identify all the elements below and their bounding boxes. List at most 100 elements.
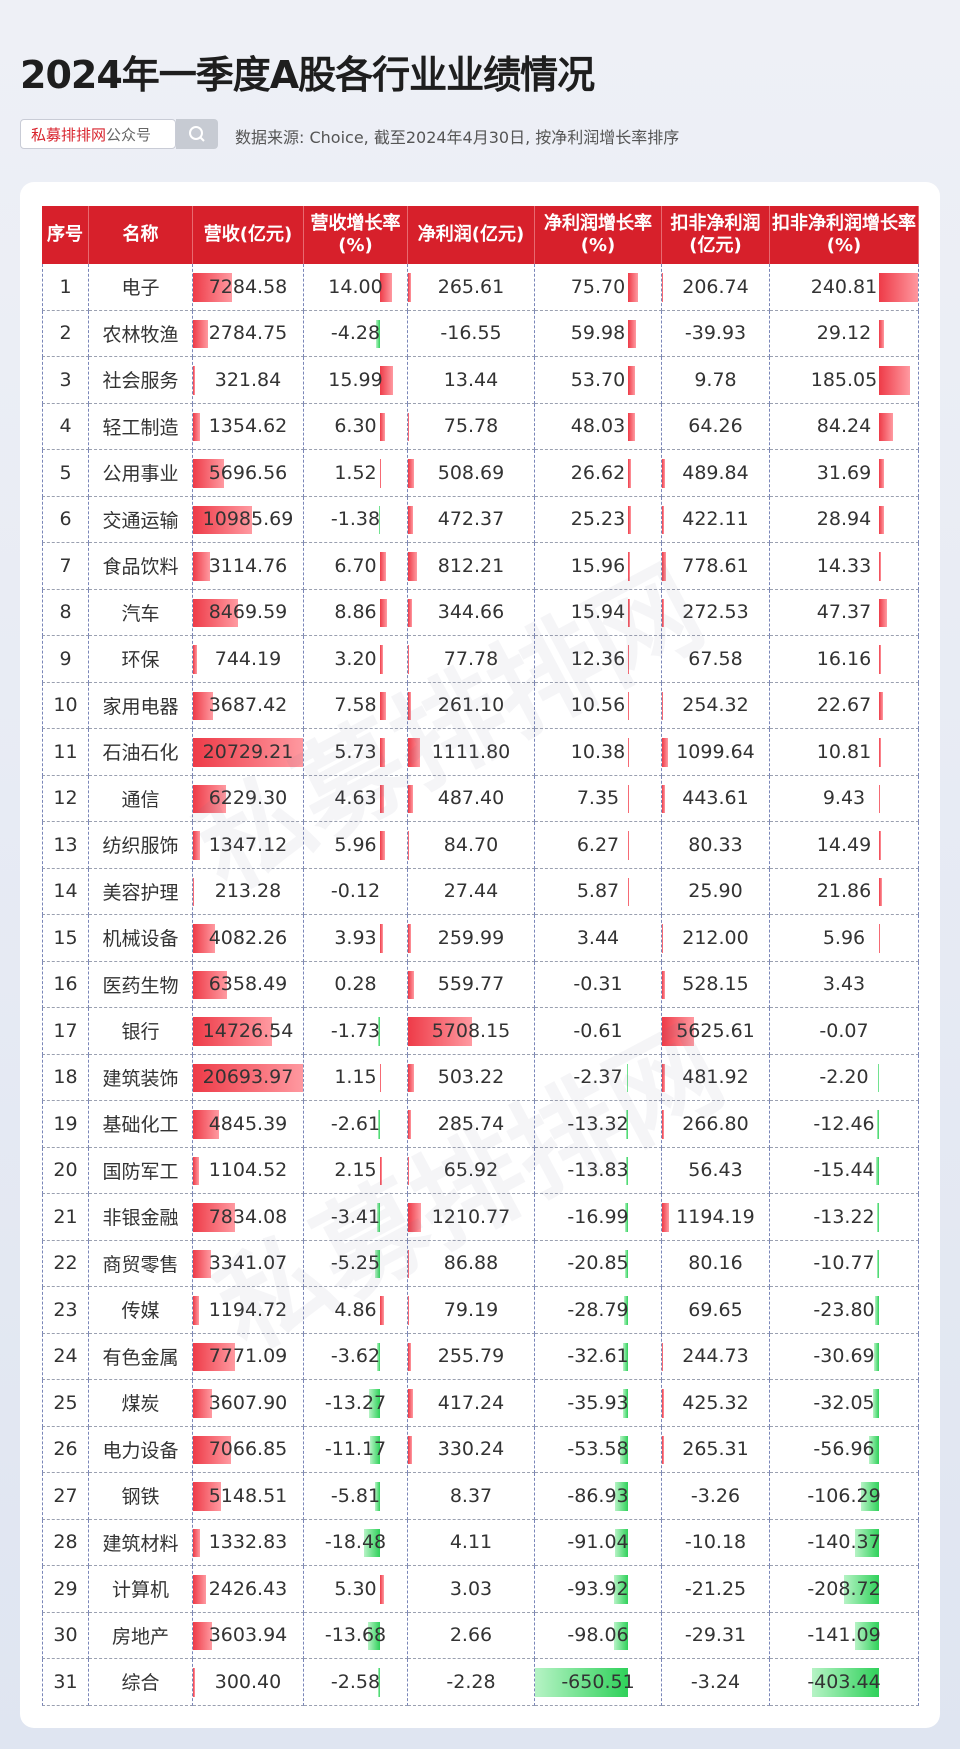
table-cell: 5.87: [535, 868, 662, 915]
cell-text: 30: [53, 1624, 78, 1647]
cell-text: -35.93: [567, 1391, 629, 1414]
table-cell: 48.03: [535, 403, 662, 450]
table-cell: 65.92: [408, 1147, 535, 1194]
table-cell: 纺织服饰: [89, 822, 193, 869]
data-bar: [627, 319, 637, 348]
cell-text: 84.24: [816, 415, 872, 438]
data-bar: [379, 1063, 381, 1092]
cell-text: 20: [53, 1159, 78, 1182]
data-bar: [379, 1296, 384, 1325]
table-cell: 1104.52: [193, 1147, 304, 1194]
data-bar: [855, 1528, 879, 1557]
cell-text: 3.93: [334, 926, 377, 949]
table-cell: 建筑材料: [89, 1519, 193, 1566]
data-bar: [878, 273, 918, 302]
table-cell: 212.00: [662, 915, 770, 962]
cell-text: 汽车: [121, 602, 160, 625]
table-cell: -650.51: [535, 1659, 662, 1706]
data-bar: [878, 877, 883, 906]
cell-text: -2.37: [573, 1066, 623, 1089]
header-text: 营收增长率(%): [310, 213, 401, 256]
table-cell: 2.15: [304, 1147, 408, 1194]
cell-text: 7066.85: [208, 1438, 288, 1461]
data-bar: [408, 691, 411, 720]
cell-text: -16.99: [567, 1205, 629, 1228]
cell-text: 16: [53, 973, 78, 996]
table-cell: 7.35: [535, 775, 662, 822]
data-bar: [662, 459, 665, 488]
cell-text: 建筑材料: [102, 1532, 179, 1555]
data-bar: [662, 691, 664, 720]
cell-text: 65.92: [443, 1159, 499, 1182]
cell-text: -1.73: [330, 1019, 381, 1042]
table-cell: -86.93: [535, 1473, 662, 1520]
table-cell: -2.20: [770, 1054, 919, 1101]
table-cell: 75.78: [408, 403, 535, 450]
table-cell: -3.62: [304, 1333, 408, 1380]
header-text: 名称: [122, 224, 159, 245]
table-cell: -1.38: [304, 496, 408, 543]
table-cell: 261.10: [408, 682, 535, 729]
table-cell: 煤炭: [89, 1380, 193, 1427]
table-cell: -32.05: [770, 1380, 919, 1427]
data-bar: [627, 412, 635, 441]
table-cell: 3.03: [408, 1566, 535, 1613]
data-bar: [408, 273, 411, 302]
data-bar: [408, 738, 421, 767]
header-text: 扣非净利润增长率(%): [772, 213, 916, 256]
cell-text: 3.44: [576, 926, 620, 949]
table-cell: 3.43: [770, 961, 919, 1008]
cell-text: 1.52: [334, 461, 377, 484]
table-cell: 13: [42, 822, 89, 869]
cell-text: -3.26: [690, 1484, 741, 1507]
cell-text: -28.79: [567, 1298, 629, 1321]
cell-text: 67.58: [688, 647, 743, 670]
cell-text: 48.03: [570, 415, 626, 438]
table-cell: -0.07: [770, 1008, 919, 1055]
cell-text: -32.05: [813, 1391, 875, 1414]
table-cell: 417.24: [408, 1380, 535, 1427]
cell-text: -650.51: [561, 1670, 635, 1693]
cell-text: 6229.30: [208, 787, 288, 810]
table-cell: 1.15: [304, 1054, 408, 1101]
cell-text: 22.67: [816, 694, 872, 717]
cell-text: 344.66: [437, 601, 505, 624]
table-cell: -208.72: [770, 1566, 919, 1613]
cell-text: 3607.90: [208, 1391, 288, 1414]
table-cell: 29: [42, 1566, 89, 1613]
table-cell: 综合: [89, 1659, 193, 1706]
table-cell: 28: [42, 1519, 89, 1566]
table-cell: 9.43: [770, 775, 919, 822]
cell-text: 5625.61: [676, 1019, 755, 1042]
table-cell: 房地产: [89, 1612, 193, 1659]
table-cell: -140.37: [770, 1519, 919, 1566]
data-bar: [193, 784, 227, 813]
cell-text: -2.28: [446, 1670, 496, 1693]
cell-text: -2.61: [330, 1112, 381, 1135]
data-bar: [662, 273, 664, 302]
cell-text: 75.70: [570, 275, 626, 298]
data-bar: [627, 831, 629, 860]
cell-text: -10.77: [813, 1252, 875, 1275]
search-button[interactable]: [176, 119, 218, 149]
data-bar: [662, 1342, 664, 1371]
table-cell: -32.61: [535, 1333, 662, 1380]
header-cell: 营收(亿元): [193, 206, 304, 264]
table-cell: 6.27: [535, 822, 662, 869]
data-bar: [662, 924, 664, 953]
cell-text: 建筑装饰: [102, 1067, 179, 1090]
table-cell: 15.94: [535, 589, 662, 636]
data-bar: [620, 1435, 628, 1464]
table-cell: -23.80: [770, 1287, 919, 1334]
table-cell: 5696.56: [193, 450, 304, 497]
data-bar: [878, 366, 910, 395]
data-bar: [376, 319, 380, 348]
table-cell: 240.81: [770, 264, 919, 311]
cell-text: 206.74: [682, 275, 749, 298]
table-cell: 7066.85: [193, 1426, 304, 1473]
data-bar: [408, 1063, 414, 1092]
table-cell: 27.44: [408, 868, 535, 915]
table-cell: 3.93: [304, 915, 408, 962]
data-bar: [408, 1110, 412, 1139]
table-cell: 75.70: [535, 264, 662, 311]
